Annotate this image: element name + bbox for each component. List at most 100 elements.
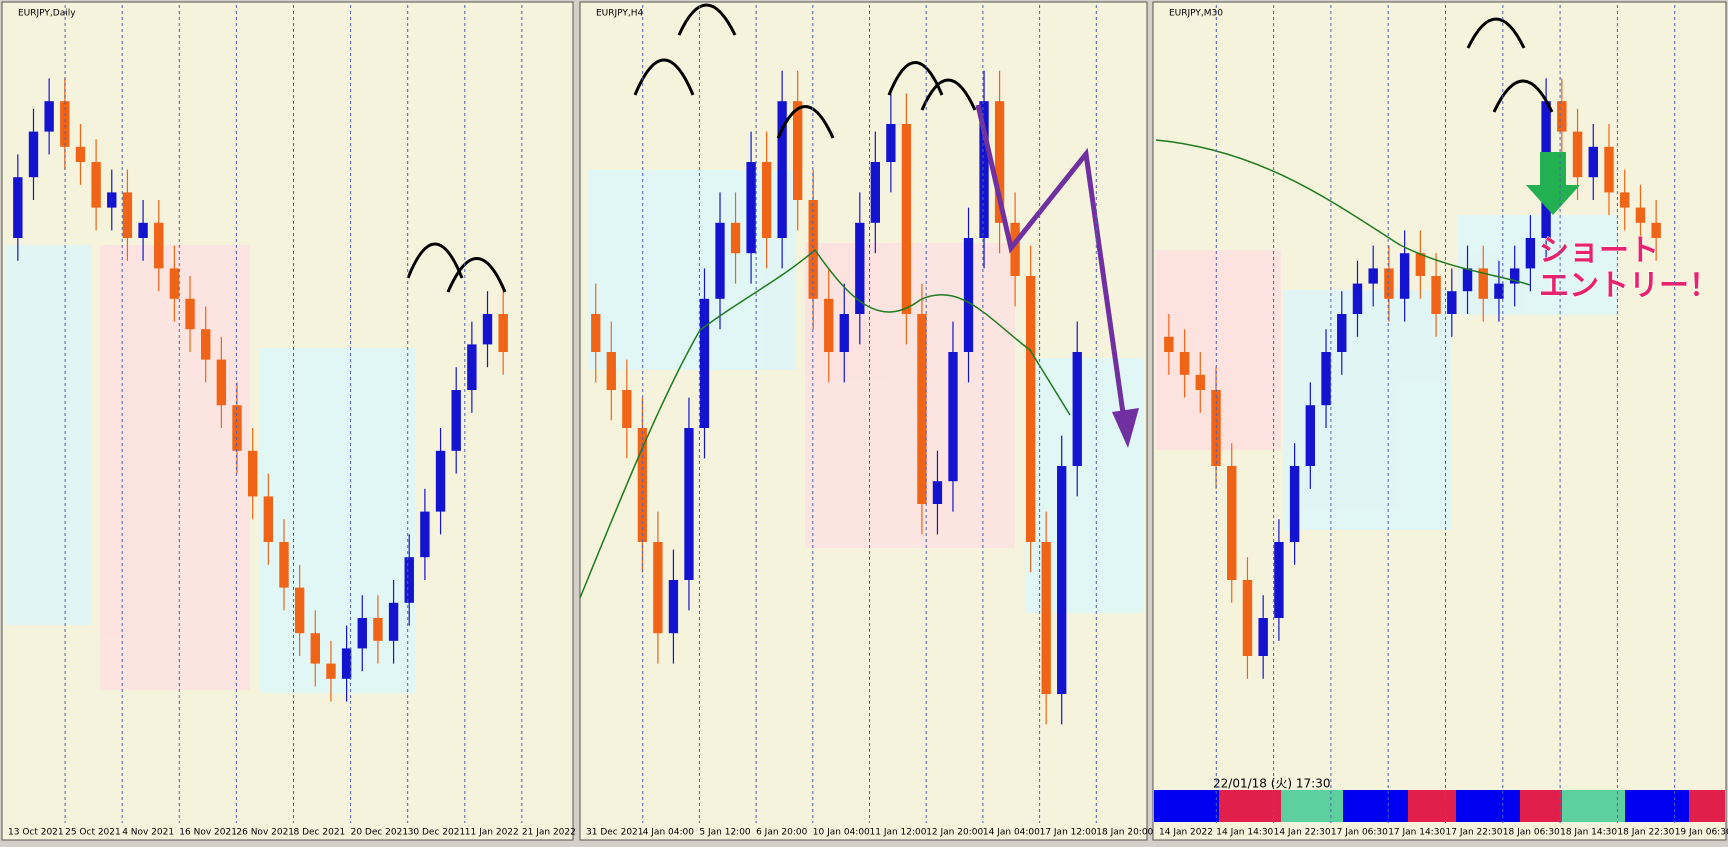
candle-body: [1057, 466, 1067, 694]
x-tick-label: 6 Jan 20:00: [756, 828, 808, 838]
candle-body: [357, 618, 367, 649]
candle-body: [326, 663, 336, 679]
candle-body: [1305, 405, 1316, 466]
x-tick-label: 14 Jan 04:00: [983, 828, 1040, 838]
x-tick-label: 18 Jan 20:00: [1096, 828, 1153, 838]
candle-body: [932, 481, 943, 504]
candle-body: [1619, 192, 1630, 208]
x-tick-label: 13 Oct 2021: [8, 828, 64, 838]
candle-body: [263, 496, 274, 542]
x-tick-label: 21 Jan 2022: [522, 828, 576, 838]
candle-body: [1509, 268, 1520, 284]
candle-body: [1274, 542, 1284, 618]
candle-body: [388, 602, 399, 641]
candle-body: [169, 268, 180, 299]
candle-body: [777, 101, 787, 238]
x-tick-label: 25 Oct 2021: [65, 828, 121, 838]
x-tick-label: 19 Jan 06:30: [1675, 828, 1728, 838]
candle-body: [746, 162, 756, 254]
candle-body: [1321, 352, 1331, 406]
candle-body: [373, 618, 383, 641]
candle-body: [793, 101, 803, 200]
candle-body: [761, 162, 772, 238]
candle-body: [653, 542, 663, 634]
candles: [13, 70, 1661, 725]
candle-body: [122, 192, 133, 238]
candle-body: [1447, 291, 1457, 314]
x-tick-label: 18 Jan 06:30: [1503, 828, 1560, 838]
candle-body: [1164, 336, 1174, 352]
candle-body: [1478, 268, 1488, 299]
candle-body: [1557, 101, 1567, 132]
candle-body: [1352, 283, 1363, 314]
candle-body: [435, 450, 446, 512]
candle-body: [1399, 253, 1410, 299]
annotation: エントリー！: [1539, 269, 1719, 304]
candle-body: [1604, 146, 1614, 193]
candle-body: [606, 352, 616, 390]
timestamp: 22/01/18 (火) 17:30: [1213, 777, 1330, 791]
candle-body: [247, 450, 258, 497]
candle-body: [855, 222, 865, 314]
candle-body: [310, 633, 320, 664]
candle-body: [13, 177, 23, 238]
x-tick-label: 26 Nov 2021: [236, 828, 294, 838]
candle-body: [154, 222, 164, 269]
candle-body: [1195, 374, 1206, 390]
x-tick-label: 18 Jan 22:30: [1617, 828, 1674, 838]
candle-body: [994, 101, 1005, 223]
candle-body: [60, 101, 70, 147]
candle-body: [948, 352, 958, 482]
candle-body: [1179, 352, 1190, 375]
candle-body: [1462, 268, 1473, 292]
candle-body: [824, 298, 834, 352]
candle-body: [730, 222, 741, 254]
candle-body: [294, 587, 305, 634]
candle-body: [886, 124, 896, 162]
candle-body: [1494, 283, 1504, 299]
down-arrow: [1526, 152, 1580, 215]
candle-body: [420, 511, 430, 558]
candle-body: [1072, 352, 1082, 466]
candle-body: [622, 390, 632, 428]
candle-body: [341, 648, 352, 679]
x-tick-label: 17 Jan 06:30: [1331, 828, 1388, 838]
x-tick-label: 4 Nov 2021: [122, 828, 174, 838]
x-tick-label: 14 Jan 22:30: [1274, 828, 1331, 838]
moving-average: [579, 248, 1071, 599]
x-tick-label: 30 Dec 2021: [408, 828, 466, 838]
x-tick-label: 14 Jan 14:30: [1216, 828, 1273, 838]
candle-body: [107, 192, 117, 208]
arrow-head: [1112, 408, 1139, 448]
candle-body: [482, 314, 493, 345]
candle-body: [591, 314, 601, 352]
candle-body: [1337, 314, 1347, 352]
candle-body: [1384, 268, 1394, 299]
x-tick-label: 8 Dec 2021: [294, 828, 346, 838]
candle-body: [1525, 238, 1536, 269]
candle-body: [1242, 580, 1253, 656]
candle-body: [839, 314, 849, 352]
x-tick-label: 17 Jan 14:30: [1388, 828, 1445, 838]
candle-body: [1572, 131, 1583, 178]
candle-body: [808, 200, 818, 299]
candle-body: [684, 428, 694, 580]
candle-body: [963, 238, 974, 352]
candle-body: [1289, 466, 1300, 542]
candle-body: [668, 580, 679, 634]
candle-body: [1635, 207, 1646, 223]
candle-body: [28, 131, 39, 178]
candle-body: [138, 222, 148, 238]
candle-body: [185, 298, 195, 330]
candle-body: [216, 359, 227, 406]
x-tick-label: 14 Jan 2022: [1159, 828, 1213, 838]
x-tick-label: 17 Jan 12:00: [1040, 828, 1097, 838]
candle-body: [91, 162, 101, 208]
x-tick-label: 17 Jan 22:30: [1446, 828, 1503, 838]
annotation: ショート: [1539, 234, 1659, 269]
panel-title: EURJPY,Daily: [18, 9, 76, 19]
candle-body: [451, 390, 461, 451]
candle-body: [279, 542, 289, 588]
x-tick-label: 16 Nov 2021: [179, 828, 237, 838]
